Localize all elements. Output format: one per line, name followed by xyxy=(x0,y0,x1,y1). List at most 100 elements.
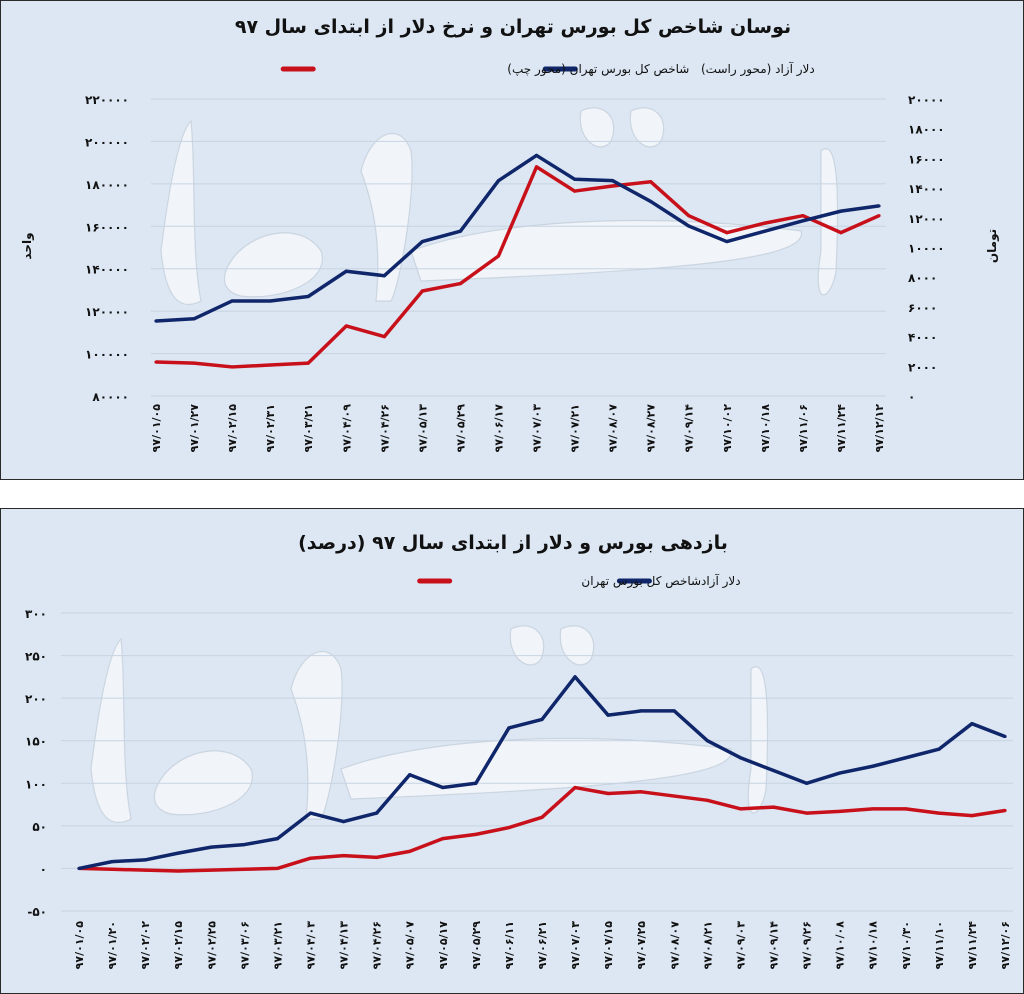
series-line-dollar-return-point xyxy=(738,756,743,760)
series-line-index-return-point xyxy=(970,814,974,818)
series-line-index-point xyxy=(268,363,272,367)
series-line-dollar-point xyxy=(572,177,577,181)
series-line-index-point xyxy=(230,365,234,369)
series-line-index-return-point xyxy=(606,791,610,796)
series-line-index-point xyxy=(306,361,310,365)
series-line-index-point xyxy=(420,289,424,293)
series-line-index-return-point xyxy=(838,809,842,813)
series-line-dollar-return-point xyxy=(441,785,445,790)
series-line-dollar-return-point xyxy=(937,747,941,751)
series-line-dollar-return-point xyxy=(970,722,974,726)
y-right-tick-label: ۱۴۰۰۰ xyxy=(908,182,945,196)
y-tick-label: -۵۰ xyxy=(27,905,47,919)
y-tick-label: ۱۰۰ xyxy=(25,777,47,791)
x-tick-label: ۹۷/۱۰/۰۲ xyxy=(721,404,734,453)
series-line-dollar-point xyxy=(534,153,539,158)
x-tick-label: ۹۷/۰۸/۲۷ xyxy=(645,404,658,453)
x-tick-label: ۹۷/۱۰/۰۸ xyxy=(834,921,847,970)
series-line-dollar-return-point xyxy=(209,845,213,849)
watermark-stroke xyxy=(290,651,343,820)
legend-label: دلار آزاد (محور راست) xyxy=(701,61,815,77)
series-line-dollar-point xyxy=(496,179,501,183)
series-line-dollar-return-point xyxy=(176,851,180,855)
x-tick-label: ۹۷/۰۵/۲۹ xyxy=(454,404,467,453)
series-line-dollar-point xyxy=(192,317,196,321)
y-left-tick-label: ۱۲۰۰۰۰ xyxy=(85,305,129,319)
x-tick-label: ۹۷/۰۲/۱۵ xyxy=(226,404,239,453)
x-tick-label: ۹۷/۱۰/۱۸ xyxy=(867,921,880,970)
x-tick-label: ۹۷/۰۷/۲۱ xyxy=(569,404,582,452)
series-line-index-return-point xyxy=(871,807,875,811)
x-tick-label: ۹۷/۱۰/۱۸ xyxy=(759,404,772,453)
y-left-axis-label: واحد xyxy=(20,232,35,259)
y-tick-label: ۲۰۰ xyxy=(25,692,47,706)
y-left-tick-label: ۱۸۰۰۰۰ xyxy=(85,178,129,192)
series-line-dollar-return-point xyxy=(275,837,280,841)
series-line-index-return-point xyxy=(110,867,114,871)
series-line-index-point xyxy=(192,361,196,365)
series-line-index-point xyxy=(458,281,463,286)
y-left-tick-label: ۱۶۰۰۰۰ xyxy=(85,220,129,234)
series-line-index-return-point xyxy=(804,811,809,815)
series-line-index-point xyxy=(687,214,691,218)
series-line-dollar-point xyxy=(420,239,424,244)
series-line-index-return-point xyxy=(375,855,379,859)
series-line-dollar-point xyxy=(306,294,310,299)
x-tick-label: ۹۷/۰۴/۲۶ xyxy=(371,921,384,969)
series-line-index-return-point xyxy=(540,815,544,819)
x-tick-label: ۹۷/۰۴/۰۹ xyxy=(340,404,353,453)
y-left-tick-label: ۲۲۰۰۰۰ xyxy=(85,93,129,107)
x-tick-label: ۹۷/۰۲/۲۵ xyxy=(205,921,218,970)
y-right-tick-label: ۴۰۰۰ xyxy=(908,331,937,345)
x-tick-label: ۹۷/۰۷/۱۵ xyxy=(602,921,615,970)
series-line-dollar-return-point xyxy=(77,866,81,871)
x-tick-label: ۹۷/۰۵/۰۷ xyxy=(404,921,417,970)
series-line-dollar-return-point xyxy=(606,713,610,717)
series-line-index-point xyxy=(877,214,881,218)
series-line-dollar-return-point xyxy=(474,781,478,785)
x-tick-label: ۹۷/۰۵/۲۹ xyxy=(470,921,483,970)
series-line-dollar-return-point xyxy=(771,768,776,773)
y-right-tick-label: ۶۰۰۰ xyxy=(908,301,937,315)
series-line-index-return-point xyxy=(408,849,412,853)
x-tick-label: ۹۷/۰۵/۱۷ xyxy=(437,921,450,970)
series-line-dollar-return-point xyxy=(341,820,346,824)
y-left-tick-label: ۸۰۰۰۰ xyxy=(92,390,129,404)
y-tick-label: ۰ xyxy=(40,862,47,876)
legend-label: دلار آزاد xyxy=(701,573,741,589)
series-line-index-point xyxy=(344,324,348,328)
x-tick-label: ۹۷/۰۴/۱۳ xyxy=(338,921,351,970)
series-line-dollar-point xyxy=(611,179,615,183)
x-tick-label: ۹۷/۰۷/۰۳ xyxy=(531,404,544,453)
series-line-dollar-return-point xyxy=(375,811,379,815)
series-line-dollar-return-point xyxy=(143,858,147,862)
y-right-tick-label: ۱۲۰۰۰ xyxy=(908,212,945,226)
series-line-dollar-return-point xyxy=(871,764,875,768)
x-tick-label: ۹۷/۰۸/۲۱ xyxy=(701,921,714,969)
series-line-dollar-return-point xyxy=(540,717,544,722)
x-tick-label: ۹۷/۰۵/۱۳ xyxy=(416,404,429,453)
series-line-index-return-point xyxy=(176,869,180,873)
chart-returns: -۵۰ ۰ ۵۰ ۱۰۰ ۱۵۰ ۲۰۰ ۲۵۰ ۳۰۰ بازدهی بورس و دلار … xyxy=(25,532,1013,970)
series-line-index-return-point xyxy=(209,868,213,872)
watermark-stroke xyxy=(90,637,132,824)
series-line-dollar-return-point xyxy=(573,675,577,679)
series-line-index-point xyxy=(801,214,805,218)
series-line-dollar-return-point xyxy=(242,842,246,847)
x-tick-label: ۹۷/۱۱/۱۰ xyxy=(933,921,946,969)
y-right-tick-label: ۸۰۰۰ xyxy=(908,271,937,285)
series-line-index-return-point xyxy=(1003,808,1007,813)
y-left-tick-label: ۲۰۰۰۰۰ xyxy=(85,135,129,149)
series-line-dollar-point xyxy=(458,229,463,233)
watermark-stroke xyxy=(817,148,839,296)
watermark-stroke xyxy=(509,625,545,666)
series-line-index-point xyxy=(763,221,767,225)
series-line-dollar-point xyxy=(154,319,158,323)
series-line-index-point xyxy=(572,189,577,193)
watermark-stroke xyxy=(559,625,595,666)
series-line-dollar-point xyxy=(763,229,767,233)
series-line-index-return-point xyxy=(904,807,908,811)
series-line-dollar-return-point xyxy=(705,739,709,743)
x-tick-label: ۹۷/۰۹/۰۳ xyxy=(734,921,747,970)
y-right-tick-label: ۱۶۰۰۰ xyxy=(908,152,945,166)
